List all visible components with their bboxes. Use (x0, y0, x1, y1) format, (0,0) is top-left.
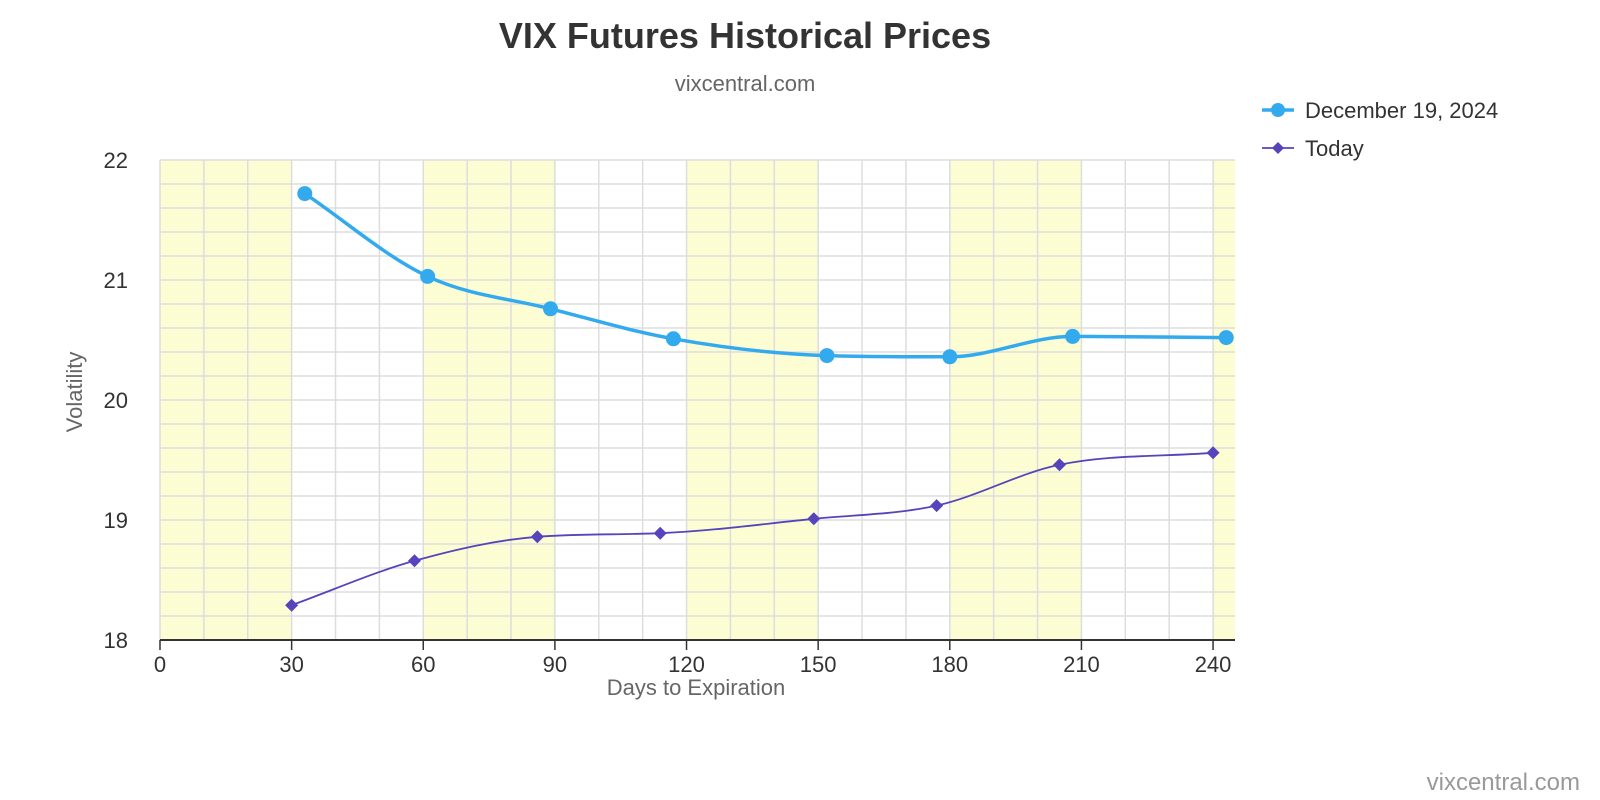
x-tick-label: 150 (800, 652, 837, 677)
series-lines (285, 186, 1234, 612)
axes: 0 30 60 90 120 150 180 210 240 18 19 20 21 22 (104, 148, 1235, 677)
data-point-diamond (407, 554, 421, 568)
data-point-diamond (807, 512, 821, 526)
y-tick-label: 21 (104, 268, 128, 293)
y-tick-label: 19 (104, 508, 128, 533)
x-tick-label: 120 (668, 652, 705, 677)
data-point-diamond (1052, 458, 1066, 472)
data-point-diamond (285, 598, 299, 612)
legend: December 19, 2024 Today (1262, 98, 1498, 161)
x-tick-label: 30 (279, 652, 303, 677)
chart-subtitle: vixcentral.com (675, 71, 816, 96)
x-tick-label: 240 (1195, 652, 1232, 677)
data-point-circle (819, 348, 835, 364)
series-line (303, 192, 1227, 359)
x-axis-title: Days to Expiration (607, 675, 786, 700)
y-tick-label: 20 (104, 388, 128, 413)
data-point-circle (665, 331, 681, 347)
data-point-diamond (930, 499, 944, 513)
data-point-diamond (653, 526, 667, 540)
legend-marker-circle (1271, 103, 1285, 117)
legend-label: December 19, 2024 (1305, 98, 1498, 123)
data-point-circle (1065, 328, 1081, 344)
data-point-circle (420, 268, 436, 284)
legend-item[interactable]: Today (1262, 136, 1364, 161)
data-point-circle (1218, 330, 1234, 346)
legend-marker-diamond (1272, 142, 1284, 154)
data-point-circle (543, 301, 559, 317)
data-point-diamond (1206, 446, 1220, 460)
x-tick-label: 90 (543, 652, 567, 677)
grid-lines (159, 159, 1235, 641)
data-point-circle (297, 186, 313, 202)
legend-item[interactable]: December 19, 2024 (1262, 98, 1498, 123)
legend-label: Today (1305, 136, 1364, 161)
series-line (291, 451, 1214, 607)
y-tick-label: 18 (104, 628, 128, 653)
x-tick-label: 180 (931, 652, 968, 677)
data-point-circle (942, 349, 958, 365)
credit-watermark: vixcentral.com (1427, 769, 1580, 796)
y-tick-label: 22 (104, 148, 128, 173)
x-tick-label: 210 (1063, 652, 1100, 677)
x-tick-label: 60 (411, 652, 435, 677)
x-tick-label: 0 (154, 652, 166, 677)
chart-title: VIX Futures Historical Prices (499, 15, 991, 56)
data-point-diamond (530, 530, 544, 544)
y-axis-title: Volatility (62, 352, 87, 433)
